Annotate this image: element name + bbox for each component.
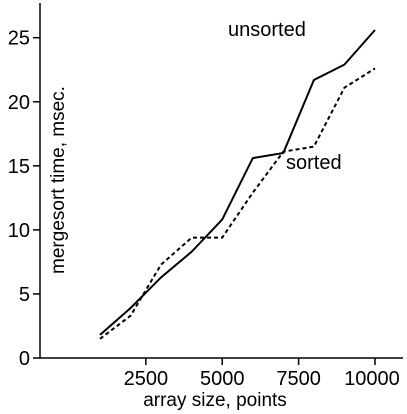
y-tick-label: 0 xyxy=(19,348,30,370)
axes xyxy=(39,3,403,359)
y-tick-label: 10 xyxy=(8,220,30,242)
y-axis-label: mergesort time, msec. xyxy=(48,86,69,274)
series-lines xyxy=(99,29,376,340)
x-axis-label: array size, points xyxy=(143,390,287,411)
x-tick-label: 7500 xyxy=(276,368,321,390)
ticks: 0 5 10 15 20 25 2500 5000 7500 10000 xyxy=(8,28,400,390)
series-line-unsorted xyxy=(99,29,376,336)
series-label-sorted: sorted xyxy=(286,152,342,174)
y-tick-label: 15 xyxy=(8,156,30,178)
x-tick-label: 10000 xyxy=(344,368,400,390)
x-tick-label: 2500 xyxy=(124,368,169,390)
y-tick-label: 5 xyxy=(19,284,30,306)
x-tick-label: 5000 xyxy=(200,368,245,390)
series-line-sorted xyxy=(99,67,376,340)
y-tick-label: 25 xyxy=(8,28,30,50)
y-tick-label: 20 xyxy=(8,92,30,114)
series-label-unsorted: unsorted xyxy=(228,19,306,41)
